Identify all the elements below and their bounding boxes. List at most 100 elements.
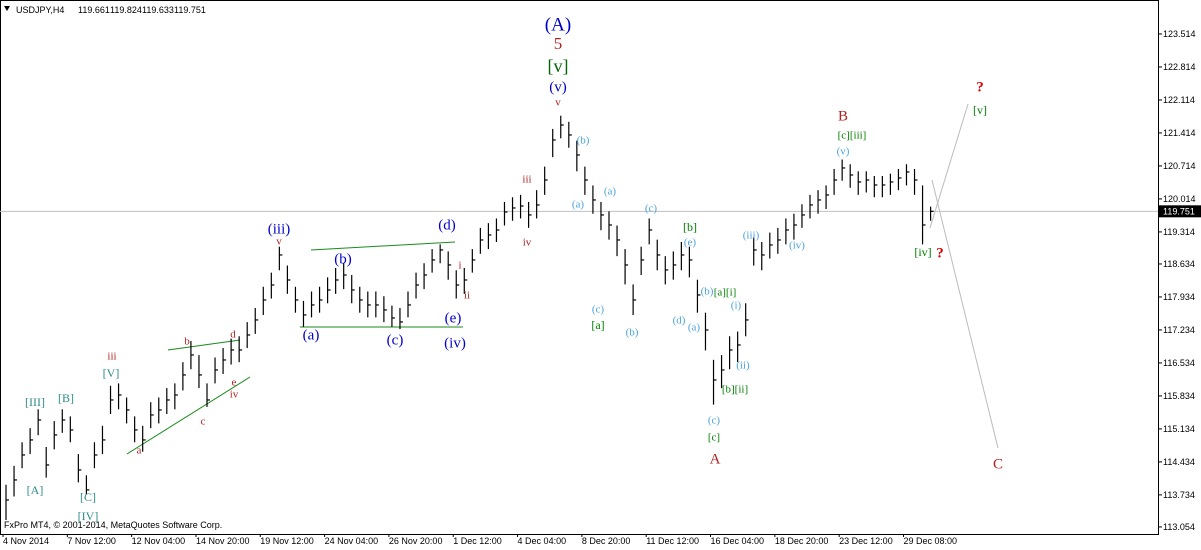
wave-label: 5 [554, 34, 563, 53]
wave-label: (c) [645, 203, 658, 215]
symbol: USDJPY,H4 [16, 5, 64, 15]
wave-label: (d) [438, 217, 456, 233]
wave-label: [iv] [914, 245, 931, 259]
quote-value: 119.751 [174, 5, 206, 15]
wave-label: (iv) [444, 335, 466, 351]
wave-label: [a] [591, 318, 604, 332]
wave-label: [C] [80, 490, 96, 504]
x-tick-label: 26 Nov 20:00 [389, 536, 443, 546]
wave-label: (ii) [736, 360, 750, 372]
wave-label: iii [522, 174, 531, 186]
wave-label: iv [230, 389, 239, 401]
wave-label: [v] [548, 56, 569, 76]
wave-label: [v] [973, 103, 987, 117]
wave-label: iv [523, 237, 532, 249]
y-tick-label: 117.234 [1163, 325, 1195, 335]
wave-label: v [555, 97, 561, 109]
trend-line [126, 376, 251, 455]
current-price-box [1159, 205, 1201, 218]
wave-label: (d) [673, 315, 686, 327]
wave-label: [c] [708, 432, 720, 444]
wave-label: A [710, 451, 721, 467]
wave-label: (i) [731, 300, 742, 312]
wave-label: (c) [708, 415, 721, 427]
wave-label: (b) [626, 327, 639, 339]
wave-label: (iii) [743, 230, 760, 242]
wave-label: ? [936, 245, 944, 261]
bars [5, 115, 934, 521]
wave-label: (a) [604, 186, 617, 198]
x-tick-label: 14 Nov 20:00 [196, 536, 250, 546]
wave-label: e [232, 377, 237, 389]
wave-label: i [458, 260, 461, 272]
x-tick-label: 24 Nov 04:00 [325, 536, 379, 546]
x-tick-label: 7 Nov 12:00 [67, 536, 116, 546]
wave-label: ii [464, 290, 470, 302]
wave-label: [b] [683, 220, 697, 234]
wave-label: [A] [27, 483, 44, 497]
wave-label: [V] [103, 366, 120, 380]
wave-label: (iv) [789, 240, 805, 252]
y-tick-label: 121.414 [1163, 128, 1196, 138]
wave-label: [B] [58, 391, 74, 405]
plot-frame [0, 0, 1159, 535]
wave-label: c [201, 416, 206, 428]
wave-label: d [230, 329, 236, 341]
projection-lines [929, 103, 999, 449]
wave-label: a [137, 445, 142, 457]
wave-label: (v) [549, 79, 567, 95]
x-tick-label: 11 Dec 12:00 [646, 536, 699, 546]
projection-line [931, 179, 999, 449]
y-tick-label: 122.114 [1163, 95, 1195, 105]
y-tick-label: 122.814 [1163, 62, 1196, 72]
wave-label: (a) [688, 322, 701, 334]
quote-value: 119.633 [142, 5, 174, 15]
y-tick-label: 113.734 [1163, 490, 1195, 500]
quote-value: 119.824 [110, 5, 142, 15]
y-tick-label: 117.934 [1163, 292, 1195, 302]
wave-label: (c) [387, 332, 404, 348]
x-tick-label: 1 Dec 12:00 [453, 536, 502, 546]
x-tick-label: 23 Dec 12:00 [839, 536, 893, 546]
x-tick-label: 12 Nov 04:00 [132, 536, 186, 546]
wave-label: (e) [445, 310, 462, 326]
y-tick-label: 115.134 [1163, 424, 1195, 434]
wave-label: [b][ii] [722, 384, 748, 396]
wave-label: iii [107, 351, 116, 363]
quote-value: 119.661 [78, 5, 110, 15]
wave-label: B [838, 108, 848, 124]
wave-label: (a) [303, 327, 320, 343]
wave-label: [a][i] [714, 287, 737, 299]
x-tick-label: 19 Nov 12:00 [260, 536, 314, 546]
wave-label: [c][iii] [838, 130, 867, 142]
y-tick-label: 123.514 [1163, 29, 1196, 39]
current-price-label: 119.751 [1163, 206, 1195, 216]
wave-label: (b) [701, 286, 714, 298]
trend-lines [126, 241, 463, 455]
trend-line [310, 241, 456, 251]
y-tick-label: 113.054 [1163, 522, 1195, 532]
trend-line [167, 339, 241, 351]
x-tick-label: 4 Dec 04:00 [518, 536, 567, 546]
wave-label: ? [976, 79, 984, 95]
projection-line [929, 103, 969, 229]
wave-label: C [993, 456, 1003, 472]
menu-arrow [4, 6, 10, 11]
y-tick-label: 118.634 [1163, 259, 1195, 269]
wave-label: (iii) [268, 221, 291, 237]
wave-label: (b) [577, 135, 590, 147]
x-tick-label: 16 Dec 04:00 [711, 536, 765, 546]
y-tick-label: 119.314 [1163, 227, 1195, 237]
wave-label: (c) [592, 304, 605, 316]
wave-label: b [184, 336, 190, 348]
wave-label: (A) [545, 14, 571, 35]
wave-label: (a) [572, 199, 585, 211]
wave-label: [IV] [78, 509, 99, 523]
y-tick-label: 120.014 [1163, 194, 1196, 204]
x-tick-label: 18 Dec 20:00 [775, 536, 829, 546]
y-tick-label: 116.534 [1163, 358, 1195, 368]
copyright: FxPro MT4, © 2001-2014, MetaQuotes Softw… [4, 520, 222, 530]
wave-label: v [276, 236, 282, 248]
